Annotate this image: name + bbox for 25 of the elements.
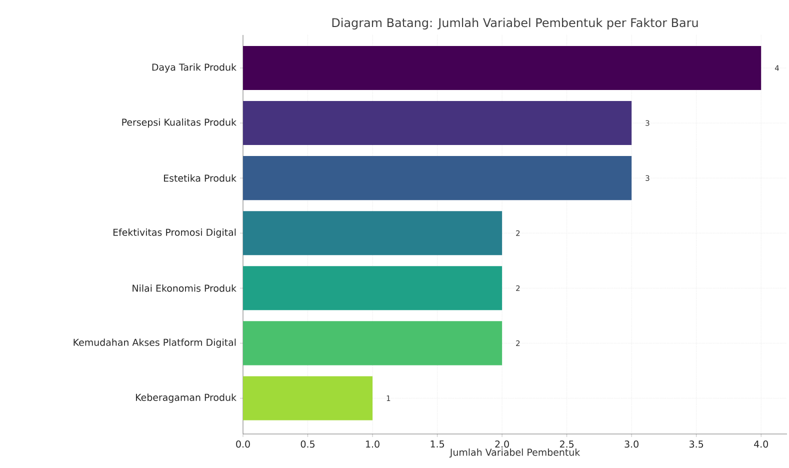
x-tick-label: 2.0 <box>495 440 509 448</box>
y-tick-label: Estetika Produk <box>164 174 236 182</box>
bar <box>243 266 502 310</box>
y-tick-label: Daya Tarik Produk <box>152 63 236 73</box>
y-tick-label: Persepsi Kualitas Produk <box>122 118 236 128</box>
x-tick-label: 0.0 <box>236 440 250 448</box>
bar <box>243 321 502 366</box>
bar <box>243 46 762 90</box>
bar <box>243 376 373 420</box>
y-tick-label: Kemudahan Akses Platform Digital <box>74 338 236 348</box>
x-tick-label: 3.5 <box>690 440 704 448</box>
y-tick-label: Efektivitas Promosi Digital <box>113 228 236 238</box>
bar <box>243 101 632 146</box>
x-tick-label: 1.5 <box>430 440 444 448</box>
x-tick-label: 0.5 <box>300 440 314 448</box>
y-tick-label: Keberagaman Produk <box>136 394 236 403</box>
x-tick-label: 2.5 <box>560 440 574 448</box>
y-tick-label: Nilai Ekonomis Produk <box>132 284 236 292</box>
x-tick-label: 4.0 <box>754 440 768 448</box>
x-tick-label: 3.0 <box>624 440 638 448</box>
chart-title: Diagram Batang: Jumlah Variabel Pembentuk per Faktor Baru <box>332 18 698 30</box>
bar <box>243 156 632 200</box>
bar <box>243 211 502 256</box>
x-tick-label: 1.0 <box>366 440 380 448</box>
x-axis-title: Jumlah Variabel Pembentuk <box>449 448 580 458</box>
